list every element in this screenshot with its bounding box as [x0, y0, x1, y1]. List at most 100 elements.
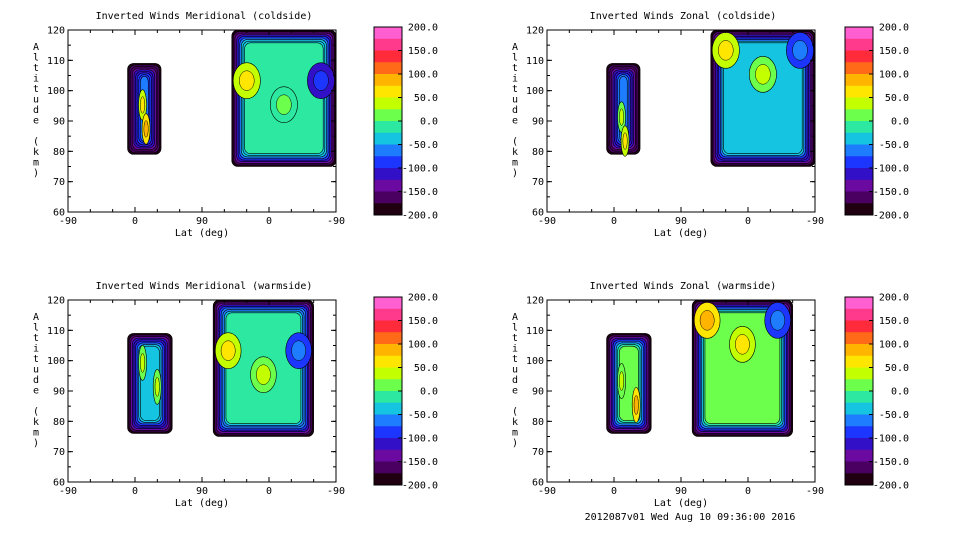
y-tick-label: 110 [526, 56, 544, 67]
y-axis-label-char: m [512, 158, 518, 169]
y-axis-label-char: ) [33, 438, 39, 449]
y-tick-label: 60 [532, 208, 544, 219]
colorbar-swatch [845, 379, 873, 392]
y-tick-label: 60 [53, 208, 65, 219]
y-axis-label-char: d [512, 105, 518, 116]
x-tick-label: -90 [327, 216, 345, 227]
contour-field [127, 29, 337, 167]
y-tick-label: 70 [532, 447, 544, 458]
y-tick-label: 60 [532, 478, 544, 489]
y-tick-label: 110 [526, 326, 544, 337]
y-axis-label-char: t [512, 333, 518, 344]
contour-island-core [770, 310, 786, 331]
y-axis-label-char: u [33, 95, 39, 106]
contour-panel-1: Inverted Winds Meridional (coldside) -90 0… [33, 11, 438, 239]
y-axis-label-char: ) [33, 168, 39, 179]
colorbar-swatch [845, 62, 873, 75]
colorbar-swatch [845, 144, 873, 157]
contour-island-core [220, 340, 236, 361]
y-tick-label: 90 [53, 387, 65, 398]
colorbar-swatch [374, 320, 402, 333]
y-axis-label-char: l [33, 323, 39, 334]
colorbar-swatch [374, 379, 402, 392]
colorbar-swatch [374, 355, 402, 368]
colorbar-swatch [374, 109, 402, 122]
colorbar: 200.0 150.0 100.0 50.0 0.0 -50.0 -100.0 -150.0 -… [373, 293, 438, 492]
colorbar-tick-label: 200.0 [879, 23, 909, 34]
colorbar-tick-label: 0.0 [891, 387, 909, 398]
contour-panel-3: Inverted Winds Meridional (warmside) -90 0… [33, 281, 438, 509]
contour-island-core [622, 132, 628, 150]
colorbar-tick-label: 200.0 [408, 23, 438, 34]
colorbar-swatch [845, 355, 873, 368]
colorbar-swatch [374, 27, 402, 40]
y-axis-label-char: d [33, 105, 39, 116]
colorbar-tick-label: -150.0 [402, 187, 438, 198]
x-tick-label: 0 [745, 216, 751, 227]
colorbar-swatch [374, 344, 402, 357]
x-tick-label: -90 [538, 216, 556, 227]
colorbar-swatch [845, 50, 873, 63]
y-axis-label-char: e [512, 386, 518, 397]
x-tick-label: 0 [132, 216, 138, 227]
colorbar-swatch [845, 38, 873, 51]
colorbar-swatch [374, 402, 402, 415]
y-axis-label-char: k [512, 417, 518, 428]
colorbar-tick-label: 100.0 [408, 70, 438, 81]
contour-island-core [276, 94, 292, 115]
y-axis-label-char: t [33, 63, 39, 74]
colorbar-tick-label: 0.0 [891, 117, 909, 128]
contour-island-core [619, 371, 625, 391]
colorbar-tick-label: -50.0 [408, 140, 438, 151]
y-axis-label-char: l [33, 53, 39, 64]
colorbar-tick-label: 150.0 [879, 316, 909, 327]
colorbar-tick-label: -200.0 [873, 211, 909, 222]
y-tick-label: 90 [53, 117, 65, 128]
colorbar-swatch [374, 391, 402, 404]
colorbar-tick-label: -50.0 [879, 410, 909, 421]
contour-island-core [239, 70, 255, 91]
y-axis-label-char: u [512, 95, 518, 106]
contour-island-core [140, 352, 146, 373]
colorbar-tick-label: -100.0 [873, 434, 909, 445]
colorbar-swatch [374, 414, 402, 427]
y-tick-label: 110 [47, 56, 65, 67]
y-tick-label: 100 [526, 86, 544, 97]
y-tick-label: 110 [47, 326, 65, 337]
panel-title: Inverted Winds Zonal (warmside) [590, 281, 777, 292]
colorbar-swatch [845, 27, 873, 40]
y-tick-label: 70 [53, 177, 65, 188]
colorbar-swatch [845, 438, 873, 451]
contour-island-core [699, 310, 715, 331]
colorbar-swatch [374, 74, 402, 87]
y-axis-label-char: d [512, 375, 518, 386]
colorbar-tick-label: -200.0 [402, 211, 438, 222]
colorbar: 200.0 150.0 100.0 50.0 0.0 -50.0 -100.0 -150.0 -… [844, 293, 909, 492]
x-tick-label: 90 [675, 216, 687, 227]
contour-island-core [619, 108, 625, 126]
y-tick-label: 100 [47, 356, 65, 367]
x-tick-label: 0 [266, 216, 272, 227]
y-axis-label-char: e [33, 386, 39, 397]
y-axis-label-char: m [33, 158, 39, 169]
colorbar-tick-label: -150.0 [873, 187, 909, 198]
y-tick-label: 80 [53, 417, 65, 428]
colorbar-tick-label: 100.0 [879, 70, 909, 81]
x-axis-label: Lat (deg) [654, 228, 708, 239]
colorbar-swatch [374, 121, 402, 134]
colorbar-tick-label: -100.0 [873, 164, 909, 175]
x-tick-label: 0 [611, 216, 617, 227]
y-axis-label-char: ( [33, 407, 39, 418]
colorbar-swatch [845, 449, 873, 462]
colorbar-swatch [845, 97, 873, 110]
colorbar-swatch [845, 179, 873, 192]
colorbar-swatch [374, 50, 402, 63]
colorbar-swatch [374, 473, 402, 486]
colorbar-swatch [845, 156, 873, 169]
colorbar-swatch [845, 168, 873, 181]
colorbar-swatch [845, 461, 873, 474]
y-axis-label-char: ) [512, 438, 518, 449]
y-axis-label-char: l [512, 53, 518, 64]
colorbar-swatch [374, 426, 402, 439]
colorbar-swatch [845, 109, 873, 122]
